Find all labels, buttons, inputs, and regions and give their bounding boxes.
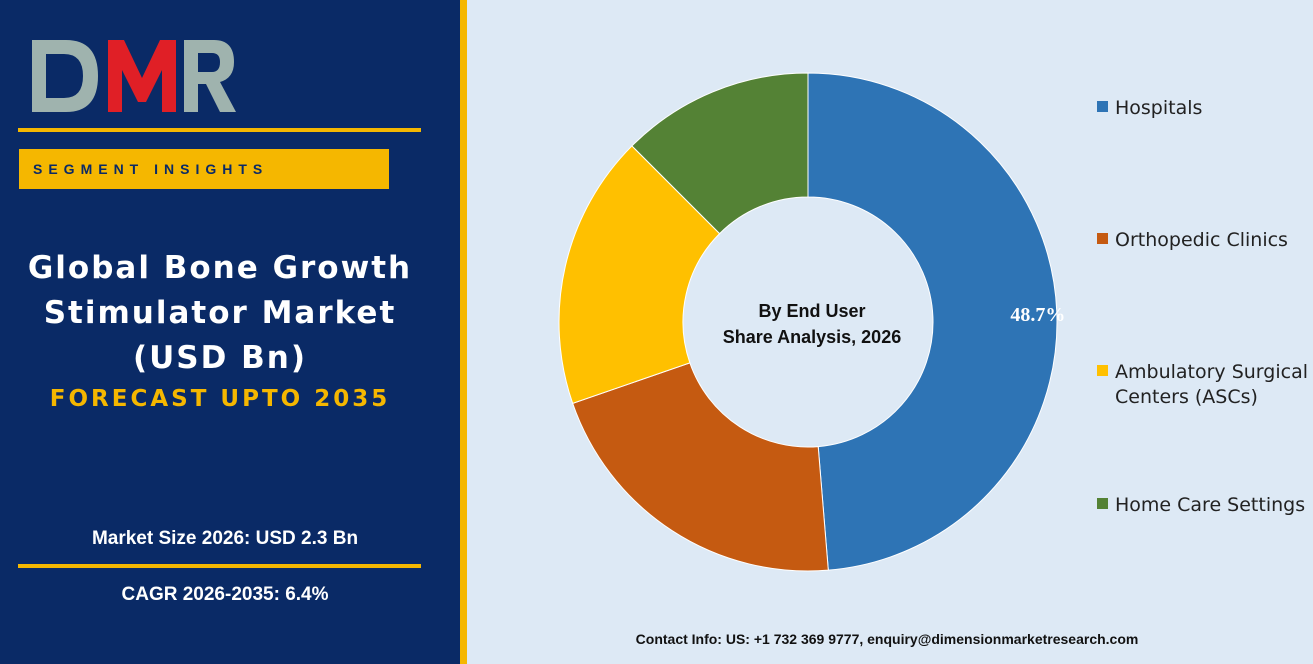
legend-label: Hospitals (1115, 96, 1313, 121)
legend-label-line: Hospitals (1115, 97, 1203, 119)
legend-swatch (1097, 101, 1108, 112)
market-size-stat: Market Size 2026: USD 2.3 Bn (91, 528, 359, 549)
donut-slice-orthopedic-clinics (572, 362, 829, 572)
legend-label-line: Orthopedic Clinics (1115, 229, 1288, 251)
donut-chart: 48.7% (558, 72, 1065, 572)
dmr-logo (28, 36, 238, 116)
contact-info: Contact Info: US: +1 732 369 9777, enqui… (635, 631, 1139, 647)
dmr-logo-mark (32, 40, 236, 112)
report-title-line-2: Stimulator Market (43, 295, 397, 331)
chart-panel: 48.7% By End User Share Analysis, 2026 H… (467, 0, 1313, 664)
legend-label-line: Ambulatory Surgical (1115, 361, 1308, 383)
legend-label: Ambulatory Surgical Centers (ASCs) (1115, 360, 1313, 410)
left-panel: SEGMENT INSIGHTS Global Bone Growth Stim… (0, 0, 460, 664)
donut-slice-ambulatory-surgical-centers-ascs (558, 145, 721, 405)
bottom-gold-rule (18, 564, 421, 568)
donut-slice-home-care-settings (631, 72, 809, 235)
donut-slice-hospitals (807, 72, 1058, 571)
gold-divider (460, 0, 467, 664)
data-label-0: 48.7% (1010, 304, 1065, 326)
cagr-stat: CAGR 2026-2035: 6.4% (121, 584, 329, 605)
segment-insights-badge: SEGMENT INSIGHTS (19, 149, 389, 189)
legend-swatch (1097, 233, 1108, 244)
legend-swatch (1097, 365, 1108, 376)
legend-label-line: Centers (ASCs) (1115, 386, 1258, 408)
donut-center-label-line-2: Share Analysis, 2026 (722, 327, 902, 347)
donut-center-label-line-1: By End User (758, 301, 866, 321)
report-title-line-1: Global Bone Growth (27, 250, 413, 286)
top-gold-rule (18, 128, 421, 132)
forecast-label: FORECAST UPTO 2035 (49, 386, 391, 412)
report-title-line-3: (USD Bn) (132, 340, 308, 376)
legend-label: Home Care Settings (1115, 493, 1313, 518)
legend-swatch (1097, 498, 1108, 509)
legend-label: Orthopedic Clinics (1115, 228, 1313, 253)
legend-label-line: Home Care Settings (1115, 494, 1306, 516)
